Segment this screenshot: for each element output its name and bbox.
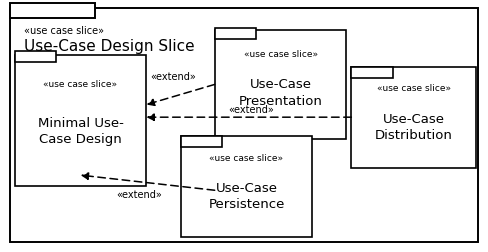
Bar — [181, 136, 222, 147]
Bar — [15, 51, 56, 62]
Bar — [15, 55, 146, 186]
Text: «use case slice»: «use case slice» — [377, 84, 450, 93]
Text: Use-Case
Persistence: Use-Case Persistence — [208, 182, 285, 211]
Text: «extend»: «extend» — [228, 105, 274, 115]
Text: «extend»: «extend» — [150, 72, 196, 82]
Bar — [351, 67, 476, 168]
Text: «use case slice»: «use case slice» — [209, 154, 284, 163]
Text: Minimal Use-
Case Design: Minimal Use- Case Design — [38, 117, 123, 146]
Text: Use-Case
Presentation: Use-Case Presentation — [239, 78, 323, 108]
Bar — [215, 28, 256, 39]
Bar — [181, 136, 312, 237]
Bar — [215, 30, 346, 139]
Text: «use case slice»: «use case slice» — [43, 80, 118, 89]
Bar — [10, 3, 95, 18]
Text: «use case slice»: «use case slice» — [24, 26, 104, 37]
Text: Use-Case
Distribution: Use-Case Distribution — [375, 112, 452, 142]
Text: «use case slice»: «use case slice» — [244, 50, 318, 58]
Text: Use-Case Design Slice: Use-Case Design Slice — [24, 39, 195, 54]
Text: «extend»: «extend» — [116, 190, 162, 200]
Bar — [351, 67, 393, 78]
